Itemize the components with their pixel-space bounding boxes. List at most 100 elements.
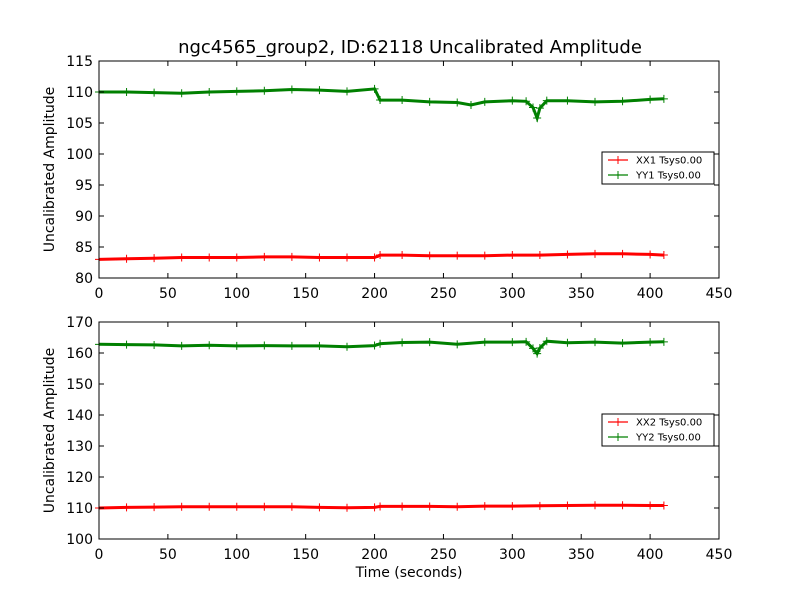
x-tick-label: 0 [95,286,104,302]
data-point [425,97,434,106]
x-tick-label: 100 [223,286,250,302]
data-point [467,101,475,110]
data-point [453,340,462,349]
data-point [542,96,551,105]
data-point [177,89,186,98]
data-point [535,344,544,353]
x-tick-label: 250 [430,547,457,563]
y-tick-label: 130 [66,439,93,455]
data-point [122,254,131,263]
data-point [122,503,131,512]
data-point [425,502,434,511]
data-point [535,501,544,510]
data-point [177,341,186,350]
data-point [618,339,627,348]
data-point [480,338,489,347]
data-point [376,502,385,511]
data-point [376,339,385,348]
data-point [659,94,668,103]
data-point [618,501,627,510]
data-point [260,86,269,95]
legend-marker [614,418,622,426]
x-tick-label: 300 [499,286,526,302]
data-point [287,252,296,261]
y-axis-label: Uncalibrated Amplitude [42,87,58,253]
data-point [205,253,214,262]
legend-label: XX2 Tsys0.00 [636,418,702,429]
x-tick-label: 200 [361,547,388,563]
data-point [260,341,269,350]
data-point [205,88,214,96]
x-tick-label: 350 [568,547,595,563]
y-tick-label: 170 [66,315,93,331]
y-tick-label: 110 [66,501,93,517]
data-point [659,337,668,346]
data-point [563,338,572,347]
legend-label: YY2 Tsys0.00 [635,433,701,444]
x-tick-label: 250 [430,286,457,302]
data-point [508,251,517,260]
data-point [522,337,531,346]
x-tick-label: 350 [568,286,595,302]
y-tick-label: 105 [66,116,93,132]
data-point [425,338,434,347]
data-point [205,502,214,511]
data-point [618,249,627,258]
data-point [122,88,131,96]
data-point [480,251,489,260]
data-point [591,249,599,258]
data-point [535,251,544,260]
data-point [563,501,572,510]
data-point [260,502,269,511]
y-tick-label: 90 [75,209,93,225]
x-tick-label: 200 [361,286,388,302]
data-point [563,250,572,259]
data-point [535,104,544,113]
x-tick-label: 50 [159,286,177,302]
data-point [508,338,517,347]
data-point [646,338,655,347]
data-point [398,96,407,105]
data-point [646,250,655,259]
data-point [315,86,324,95]
legend-frame [601,413,715,447]
data-point [480,97,489,106]
data-point [376,251,385,260]
axes-frame [98,60,720,279]
data-point [542,337,551,346]
x-tick-label: 50 [159,547,177,563]
x-tick-label: 150 [292,547,319,563]
x-tick-label: 450 [706,547,733,563]
y-tick-label: 140 [66,408,93,424]
legend: XX2 Tsys0.00 YY2 Tsys0.00 [601,413,715,447]
series-1-1 [95,249,668,264]
data-point [315,503,324,512]
data-point [563,96,572,105]
y-tick-label: 80 [75,271,93,287]
data-point [150,503,159,512]
legend-marker [614,433,622,441]
legend-label: YY1 Tsys0.00 [635,171,701,182]
y-tick-label: 100 [66,532,93,548]
data-point [425,251,434,260]
series-1-2 [95,84,668,123]
data-point [150,254,159,263]
data-point [287,85,296,94]
subplot-2: 0 50 100 150 200 250 300 350 400 450 100 110 120 130 1… [42,315,732,581]
data-point [370,253,379,262]
x-tick-label: 0 [95,547,104,563]
legend-frame [601,151,715,185]
data-point [343,253,351,262]
data-point [533,349,542,358]
data-point [232,253,241,262]
data-point [533,114,542,123]
data-point [529,103,537,112]
data-point [287,341,296,350]
x-tick-label: 450 [706,286,733,302]
data-point [659,501,668,510]
x-tick-label: 400 [637,286,664,302]
data-point [453,98,462,107]
data-point [343,503,351,512]
y-tick-label: 150 [66,377,93,393]
